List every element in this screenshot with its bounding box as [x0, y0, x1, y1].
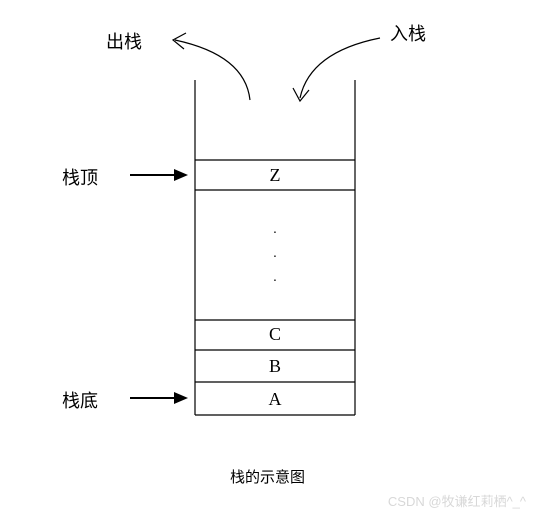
cell-z: Z: [195, 165, 355, 186]
top-arrow-head: [174, 169, 188, 181]
top-label: 栈顶: [62, 164, 98, 190]
push-label: 入栈: [390, 20, 426, 46]
cell-a: A: [195, 389, 355, 410]
cell-c: C: [195, 324, 355, 345]
caption: 栈的示意图: [230, 466, 305, 487]
dot-1: ·: [195, 226, 355, 242]
watermark: CSDN @牧谦红莉栖^_^: [388, 491, 526, 510]
dot-2: ·: [195, 250, 355, 266]
dot-3: ·: [195, 274, 355, 290]
stack-diagram: 出栈 入栈 栈顶 栈底 Z C B A · · · 栈的示意图 CSDN @牧谦…: [0, 0, 534, 516]
bottom-label: 栈底: [62, 387, 98, 413]
pop-arrow-curve: [175, 40, 250, 100]
bottom-arrow-head: [174, 392, 188, 404]
cell-b: B: [195, 356, 355, 377]
pop-label: 出栈: [106, 28, 142, 54]
push-arrow-curve: [300, 38, 380, 98]
